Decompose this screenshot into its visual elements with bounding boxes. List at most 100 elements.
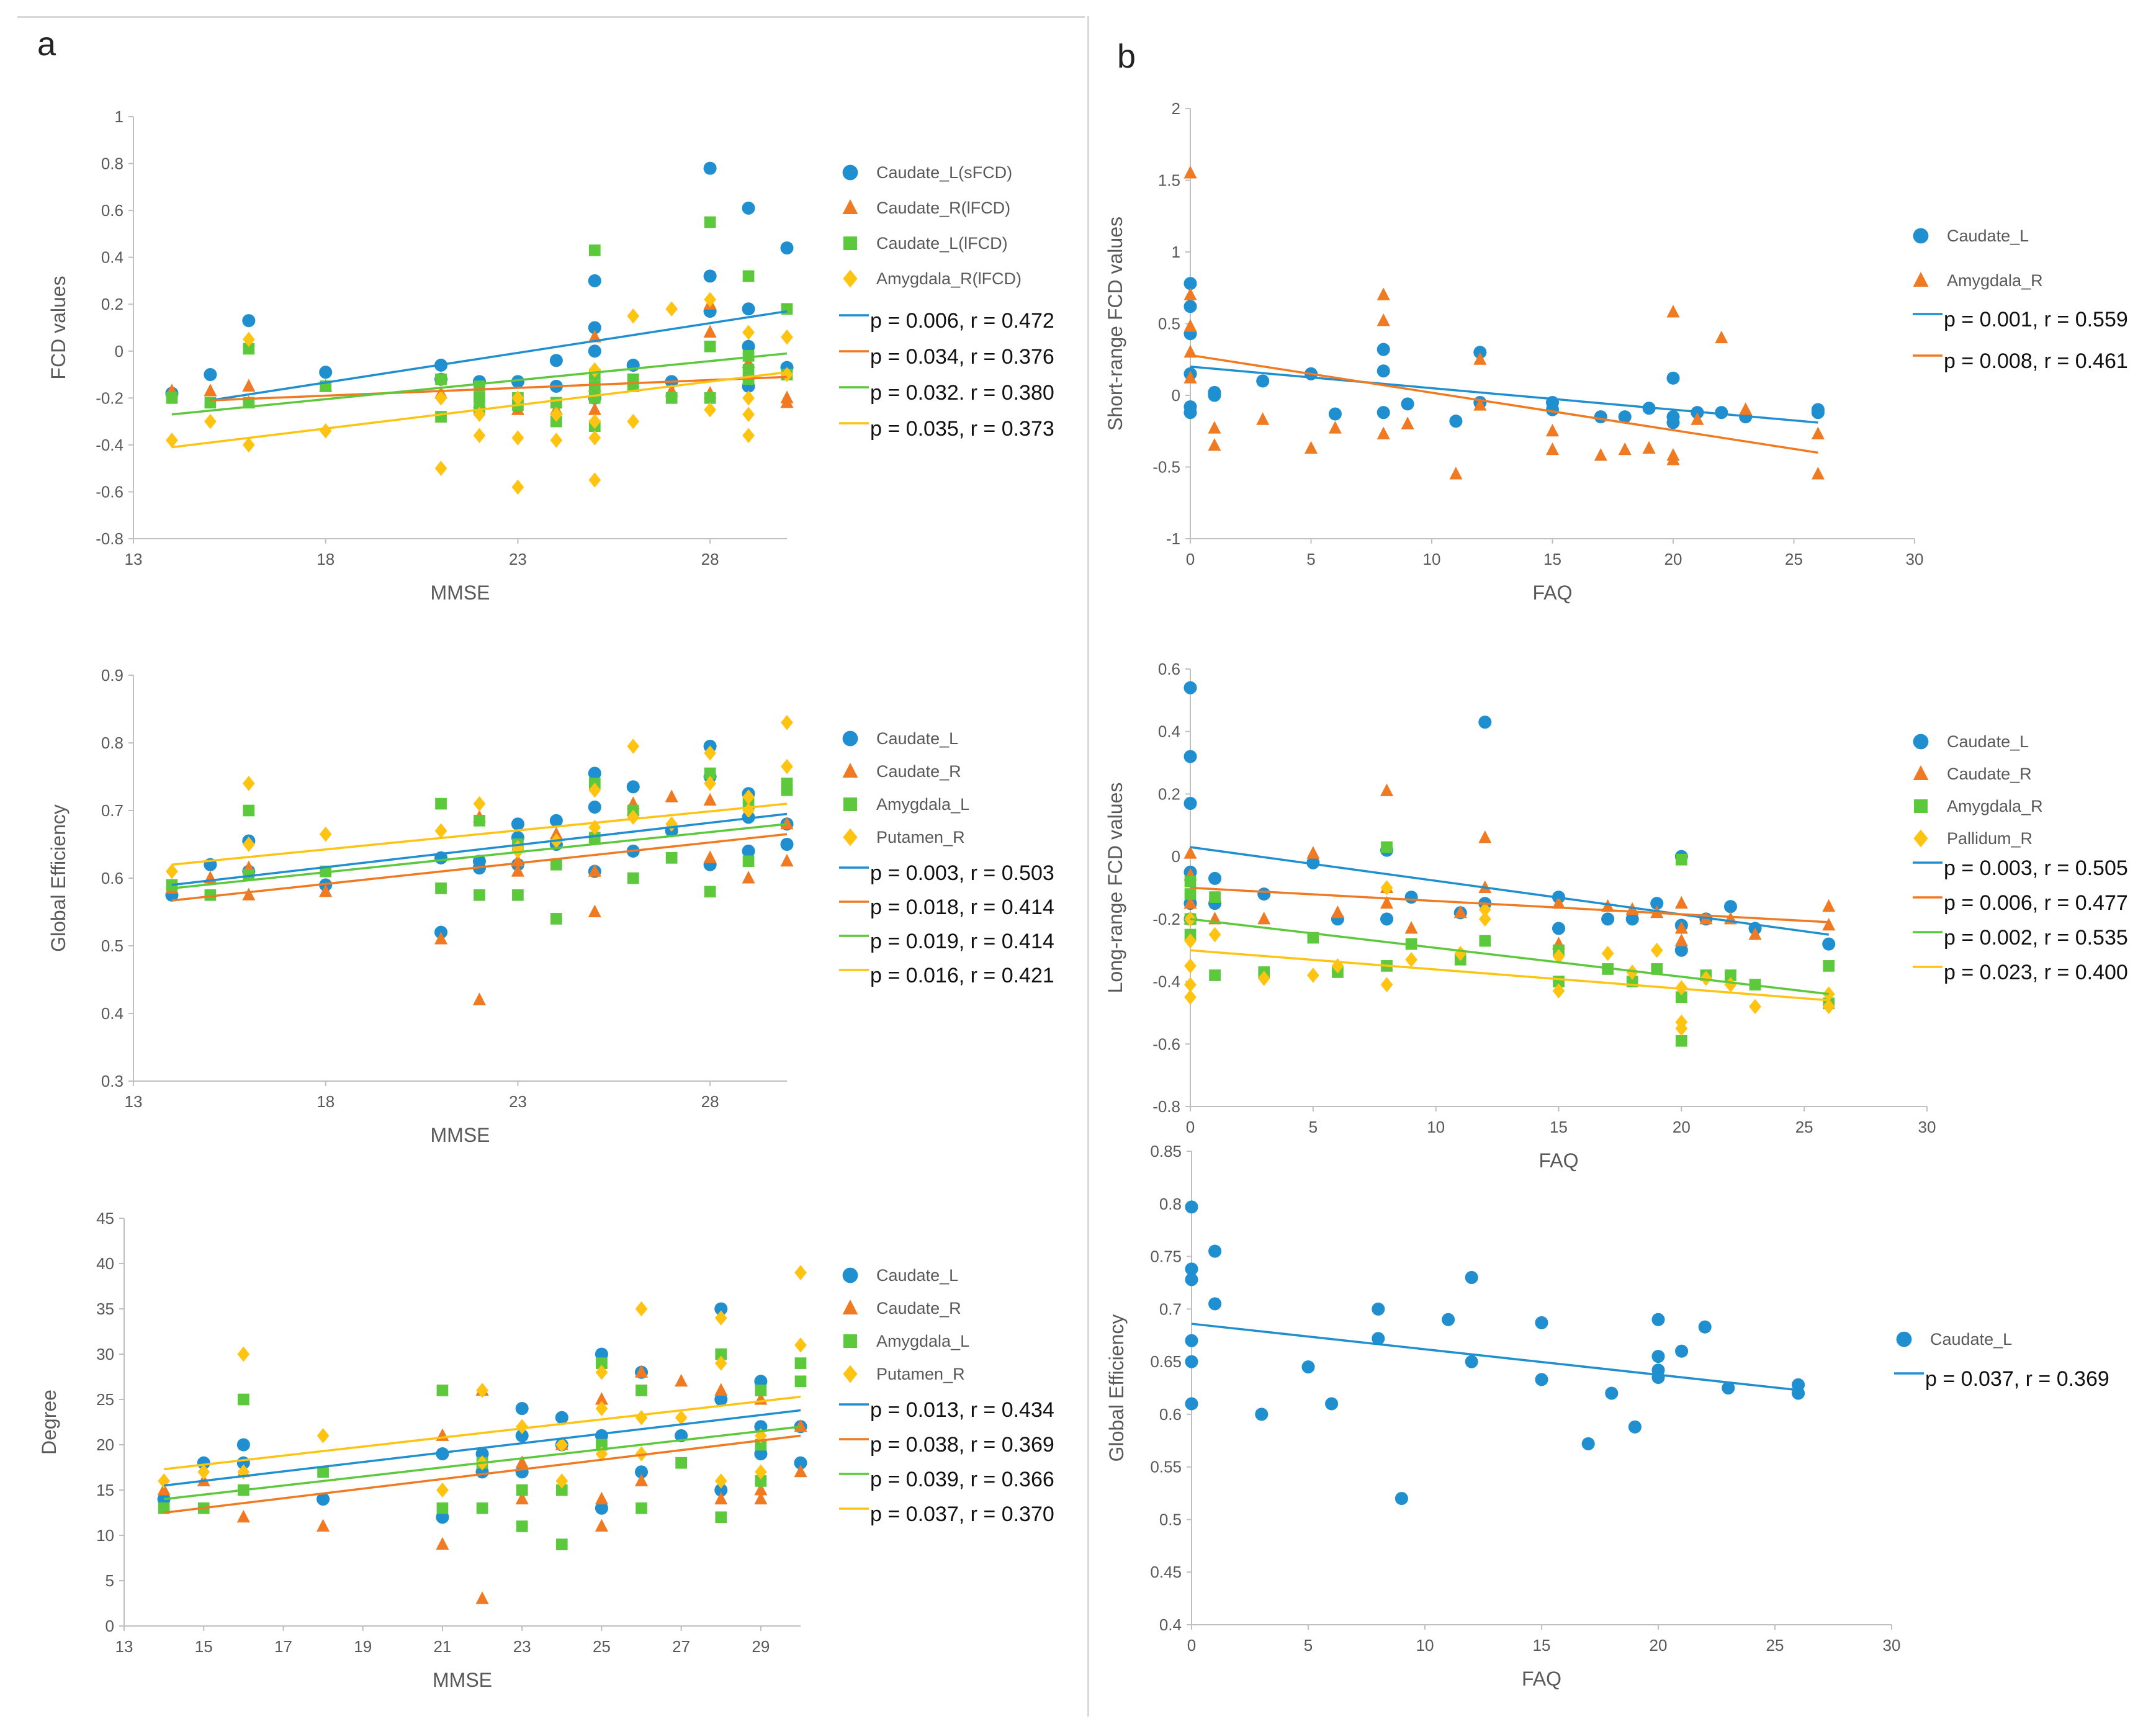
- a1-series-0-point: [588, 344, 601, 358]
- b2-series-0-point: [1478, 716, 1492, 729]
- a1-series-3-point: [704, 402, 716, 418]
- a3-series-0-point: [714, 1483, 728, 1497]
- a1-series-0-point: [742, 201, 755, 215]
- a1-series-3-point: [204, 413, 217, 429]
- b2-x-axis-title: FAQ: [1538, 1149, 1578, 1172]
- a1-series-3-point: [742, 428, 755, 444]
- a2-series-1-point: [242, 887, 256, 900]
- a1-series-2-point: [435, 411, 447, 423]
- b2-series-3-point: [1184, 989, 1197, 1005]
- b3-series-0-point: [1722, 1381, 1735, 1395]
- a3-series-2-point: [636, 1385, 647, 1396]
- a3-series-3-point: [237, 1346, 250, 1362]
- a1-ytick-label: 0.2: [101, 295, 124, 313]
- b3-series-0-point: [1372, 1332, 1385, 1345]
- a2-series-1-point: [780, 816, 794, 830]
- a3-series-2-point: [555, 1538, 568, 1550]
- b3-xtick-label: 25: [1766, 1636, 1784, 1655]
- a1-legend-label-2: Caudate_L(lFCD): [876, 234, 1008, 253]
- b3-xtick-label: 10: [1416, 1636, 1434, 1655]
- panel-divider: [1087, 16, 1089, 1717]
- b3-ytick-label: 0.45: [1150, 1563, 1182, 1581]
- a1-series-1-point: [588, 402, 601, 415]
- b3-series-0-point: [1651, 1313, 1665, 1326]
- a3-series-1-point: [515, 1455, 529, 1468]
- a1-ytick-label: -0.8: [96, 529, 124, 548]
- a2-legend-label-0: Caudate_L: [876, 729, 958, 748]
- b2-series-0-point: [1650, 897, 1664, 910]
- a2-series-2-point: [435, 797, 447, 810]
- a2-series-1-point: [472, 992, 487, 1005]
- b2-ytick-label: 0.4: [1158, 722, 1180, 741]
- b3-series-0-point: [1465, 1270, 1478, 1285]
- a3-series-1-point: [634, 1365, 649, 1378]
- a2-ytick-label: 0.3: [101, 1072, 124, 1090]
- b2-series-3-point: [1184, 933, 1197, 949]
- a3-series-3-point: [436, 1482, 449, 1498]
- b3-series-0-point: [1535, 1373, 1548, 1386]
- a3-series-2-point: [715, 1511, 727, 1524]
- a3-series-1-point: [794, 1419, 807, 1432]
- a3-xtick-label: 29: [752, 1637, 770, 1656]
- a2-series-1-point: [511, 864, 524, 877]
- a2-series-1-point: [588, 864, 601, 877]
- a2-legend-marker-1: [842, 763, 858, 778]
- b2-series-0-point: [1674, 943, 1688, 957]
- b3-series-0-point: [1535, 1316, 1548, 1329]
- a3-ytick-label: 35: [96, 1300, 114, 1318]
- b1-legend-marker-1: [1913, 272, 1929, 287]
- b2-series-2-point: [1209, 969, 1221, 981]
- b2-xtick-label: 15: [1550, 1118, 1568, 1136]
- b2-legend-label-0: Caudate_L: [1947, 732, 2029, 751]
- a3-series-2-point: [516, 1520, 528, 1532]
- a3-series-3-point: [476, 1383, 488, 1398]
- a3-y-axis-title: Degree: [38, 1390, 60, 1455]
- a1-series-0-point: [703, 269, 717, 283]
- b2-ytick-label: -0.4: [1152, 972, 1180, 991]
- a1-ytick-label: -0.4: [96, 436, 124, 454]
- b1-xtick-label: 25: [1785, 550, 1803, 568]
- a1-series-3-point: [742, 325, 755, 340]
- b2-series-2-point: [1381, 841, 1393, 853]
- a3-series-1-point: [595, 1392, 608, 1405]
- b2-ytick-label: -0.2: [1152, 910, 1180, 928]
- a1-series-0-point: [549, 354, 563, 367]
- b2-series-2-point: [1823, 960, 1835, 972]
- a1-series-2-point: [474, 392, 485, 404]
- a1-series-2-point: [435, 373, 447, 385]
- a1-series-0-point: [742, 339, 755, 353]
- b2-series-1-point: [1184, 896, 1197, 909]
- a2-ytick-label: 0.5: [101, 936, 124, 955]
- a2-ytick-label: 0.4: [101, 1004, 124, 1023]
- a3-legend-marker-1: [842, 1300, 858, 1314]
- a3-series-2-point: [317, 1466, 329, 1478]
- b2-series-3-point: [1601, 946, 1614, 961]
- a3-stat-text-3: p = 0.037, r = 0.370: [870, 1502, 1054, 1526]
- b1-legend-label-0: Caudate_L: [1947, 227, 2029, 245]
- a3-series-1-point: [754, 1491, 768, 1505]
- a1-series-3-point: [511, 430, 524, 446]
- a2-legend-label-2: Amygdala_L: [876, 795, 969, 814]
- a3-series-3-point: [317, 1428, 330, 1444]
- a2-xtick-label: 18: [317, 1092, 335, 1111]
- b3-ytick-label: 0.65: [1150, 1352, 1182, 1371]
- a2-series-1-point: [665, 789, 678, 802]
- a2-xtick-label: 23: [509, 1092, 527, 1111]
- a3-ytick-label: 10: [96, 1526, 114, 1545]
- a1-series-3-point: [588, 413, 601, 429]
- a3-legend-marker-0: [842, 1267, 858, 1283]
- a2-series-2-point: [512, 889, 524, 901]
- a3-series-1-point: [714, 1383, 728, 1396]
- a1-y-axis-title: FCD values: [47, 276, 70, 379]
- a2-series-0-point: [472, 855, 487, 868]
- b3-series-0-point: [1651, 1350, 1665, 1363]
- a3-stat-text-0: p = 0.013, r = 0.434: [870, 1398, 1054, 1422]
- b2-series-0-point: [1601, 912, 1615, 926]
- b2-series-3-point: [1306, 968, 1319, 983]
- a1-stat-text-0: p = 0.006, r = 0.472: [870, 309, 1054, 333]
- b3-series-0-trendline: [1191, 1323, 1799, 1391]
- b2-series-1-point: [1184, 846, 1197, 859]
- a1-series-1-point: [703, 325, 717, 338]
- b3-xtick-label: 20: [1650, 1636, 1668, 1655]
- a1-series-0-point: [588, 321, 601, 335]
